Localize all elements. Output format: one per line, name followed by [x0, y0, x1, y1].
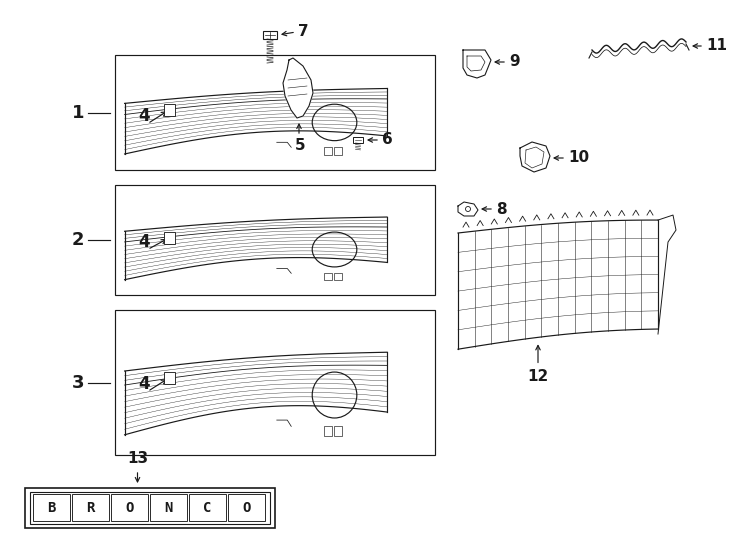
Text: 2: 2 [71, 231, 84, 249]
Text: R: R [87, 501, 95, 515]
Bar [353, 137, 363, 143]
Bar [150, 494, 187, 521]
Bar [189, 494, 226, 521]
Bar [30, 492, 270, 524]
Text: 4: 4 [139, 375, 150, 393]
Bar [334, 273, 342, 280]
Text: O: O [126, 501, 134, 515]
Bar [324, 147, 332, 155]
Polygon shape [520, 142, 550, 172]
Bar [115, 55, 435, 170]
Bar [334, 427, 342, 436]
Text: N: N [164, 501, 172, 515]
Text: 12: 12 [527, 369, 548, 384]
Bar [164, 372, 175, 384]
Bar [72, 494, 109, 521]
Polygon shape [283, 58, 313, 118]
Polygon shape [463, 50, 491, 78]
Text: O: O [242, 501, 251, 515]
Bar [25, 488, 275, 528]
Bar [324, 273, 332, 280]
Bar [164, 104, 175, 116]
Text: 13: 13 [127, 451, 148, 466]
Bar [115, 185, 435, 295]
Bar [324, 427, 332, 436]
Text: 8: 8 [496, 201, 506, 217]
Bar [263, 31, 277, 39]
Text: 4: 4 [139, 107, 150, 125]
Bar [115, 310, 435, 455]
Text: B: B [47, 501, 56, 515]
Text: 4: 4 [139, 233, 150, 251]
Text: 1: 1 [71, 104, 84, 122]
Text: C: C [203, 501, 211, 515]
Bar [33, 494, 70, 521]
Bar [334, 147, 342, 155]
Polygon shape [458, 202, 478, 216]
Bar [164, 232, 175, 244]
Text: 10: 10 [568, 151, 589, 165]
Text: 5: 5 [294, 138, 305, 153]
Bar [111, 494, 148, 521]
Text: 6: 6 [382, 132, 393, 147]
Bar [228, 494, 265, 521]
Text: 3: 3 [71, 374, 84, 391]
Text: 9: 9 [509, 55, 520, 70]
Text: 7: 7 [298, 24, 308, 39]
Text: 11: 11 [706, 38, 727, 53]
